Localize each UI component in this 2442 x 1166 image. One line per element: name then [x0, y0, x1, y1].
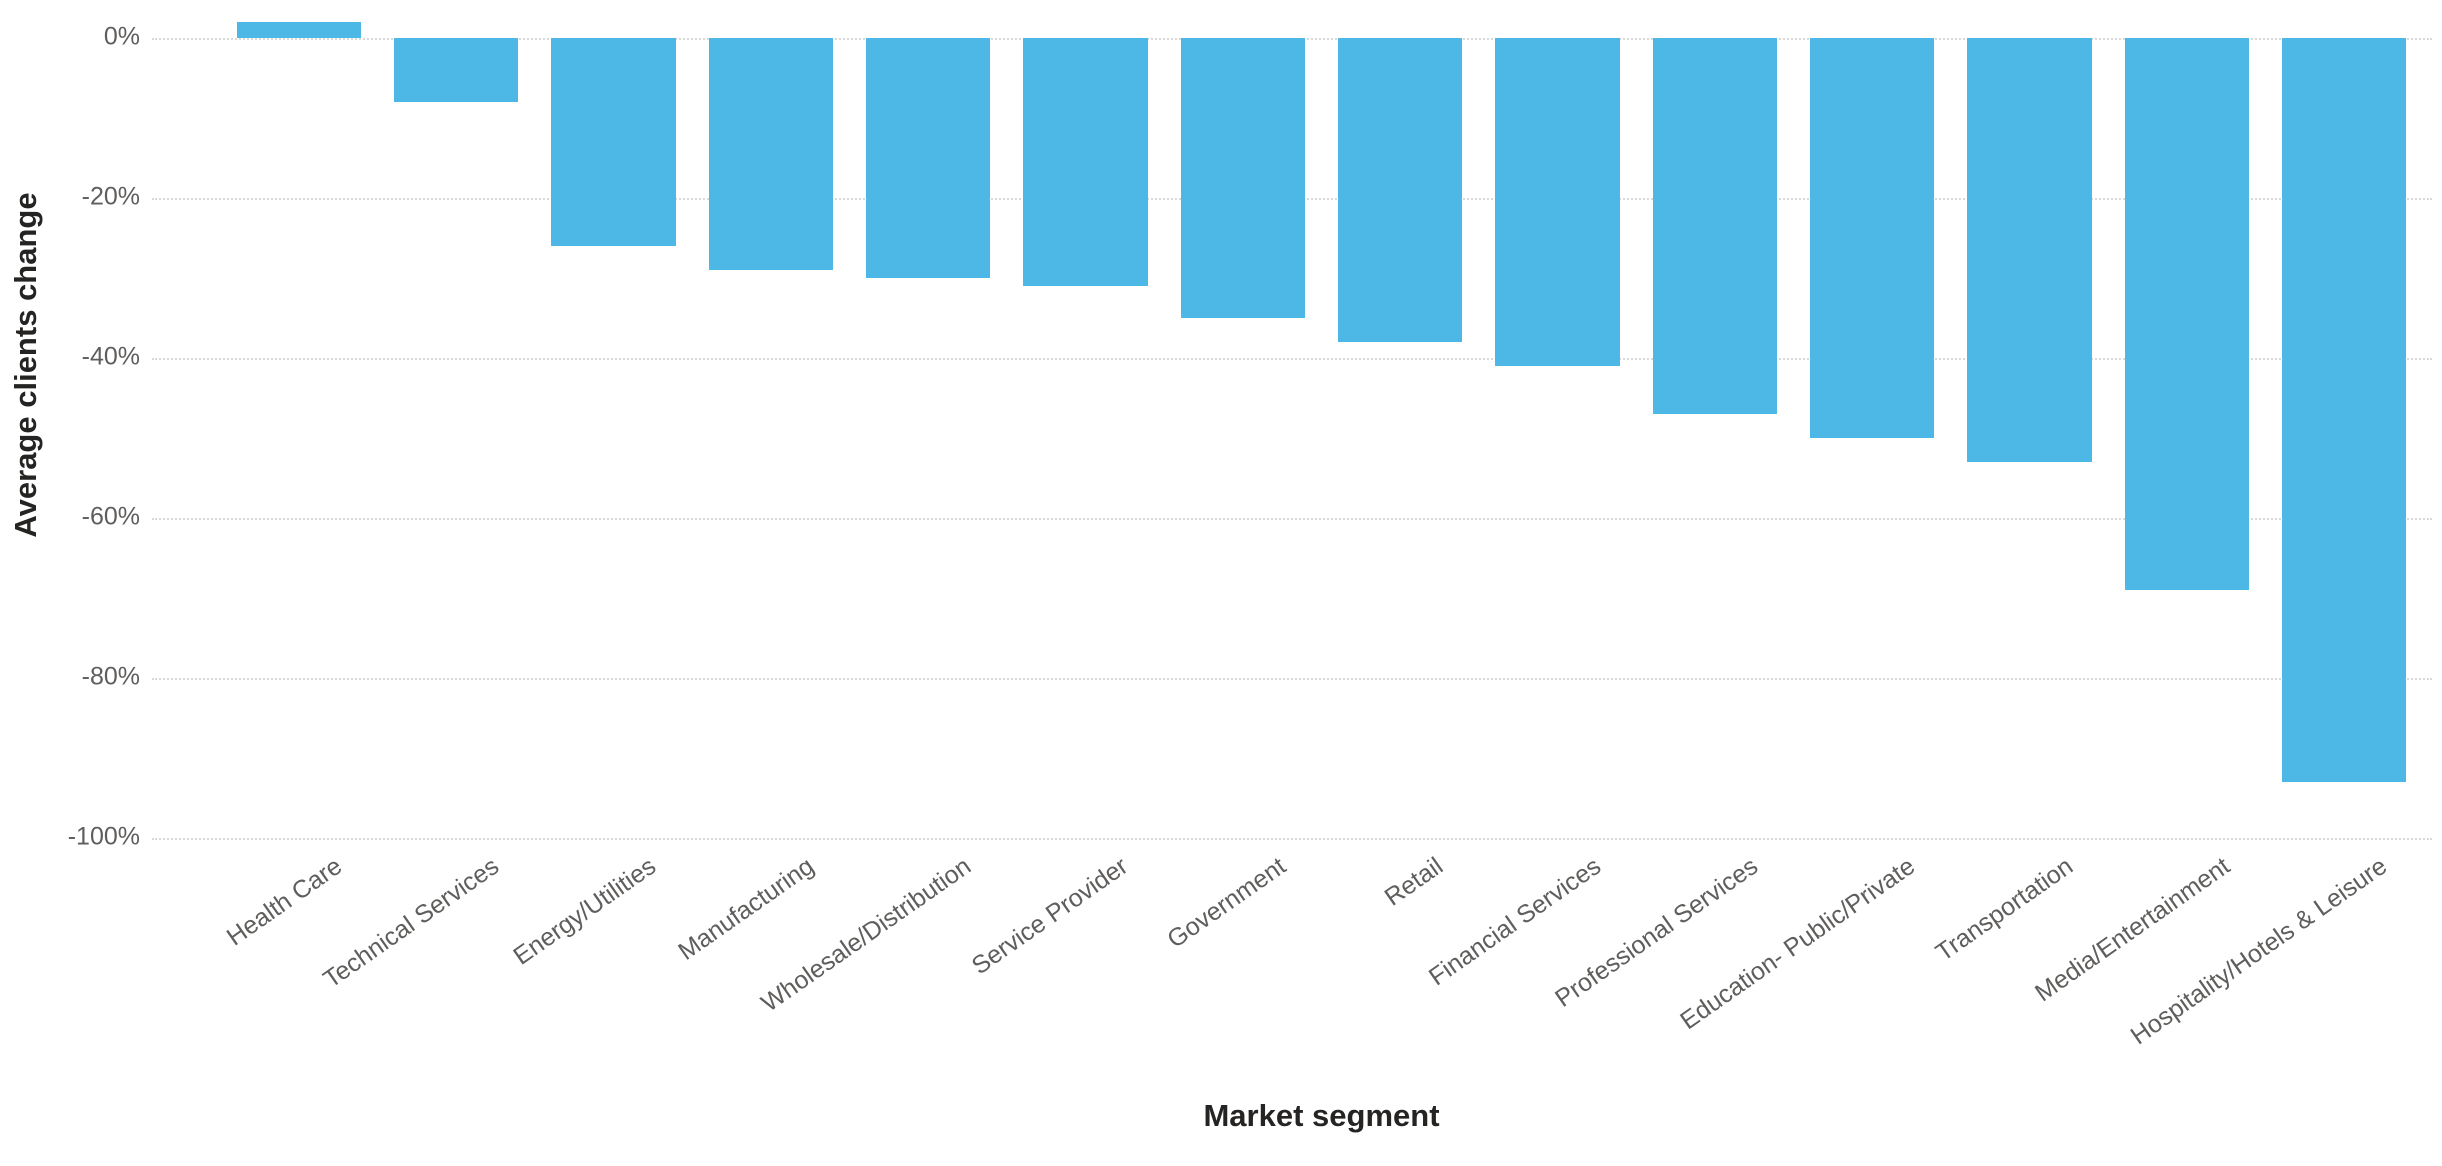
y-tick-label: 0% — [103, 22, 140, 51]
y-tick-label: -20% — [81, 182, 140, 211]
bar-government[interactable] — [1180, 38, 1305, 318]
y-axis-title: Average clients change — [8, 192, 43, 538]
bar-financial-services[interactable] — [1495, 38, 1620, 366]
plot-bars — [220, 6, 2423, 870]
y-tick-label: -80% — [81, 662, 140, 691]
bar-slot — [1007, 6, 1164, 870]
bar-transportation[interactable] — [1967, 38, 2092, 462]
bar-slot — [1636, 6, 1793, 870]
bar-slot — [692, 6, 849, 870]
bar-slot — [2108, 6, 2265, 870]
bar-slot — [1951, 6, 2108, 870]
bar-manufacturing[interactable] — [708, 38, 833, 270]
bar-retail[interactable] — [1338, 38, 1463, 342]
y-tick-label: -40% — [81, 342, 140, 371]
gridline — [152, 678, 2432, 680]
gridline — [152, 838, 2432, 840]
bar-health-care[interactable] — [236, 22, 361, 38]
bar-slot — [220, 6, 377, 870]
gridline — [152, 518, 2432, 520]
bar-slot — [1322, 6, 1479, 870]
bar-slot — [1479, 6, 1636, 870]
bar-energy-utilities[interactable] — [551, 38, 676, 246]
bar-technical-services[interactable] — [393, 38, 519, 102]
y-axis-tick-labels: 0% -20% -40% -60% -80% -100% — [40, 6, 140, 870]
bar-service-provider[interactable] — [1023, 38, 1148, 286]
x-axis-tick-labels: Health Care Technical Services Energy/Util… — [220, 852, 2423, 1092]
bar-slot — [1794, 6, 1951, 870]
bar-media-entertainment[interactable] — [2124, 38, 2250, 590]
x-axis-title: Market segment — [1203, 1098, 1440, 1133]
bar-slot — [2266, 6, 2423, 870]
bar-slot — [377, 6, 534, 870]
bar-hospitality-hotels-leisure[interactable] — [2282, 38, 2407, 782]
bar-slot — [535, 6, 692, 870]
gridline — [152, 358, 2432, 360]
bar-education-public-private[interactable] — [1810, 38, 1935, 438]
bar-professional-services[interactable] — [1652, 38, 1778, 414]
y-tick-label: -60% — [81, 502, 140, 531]
y-tick-label: -100% — [67, 822, 140, 851]
bar-slot — [1164, 6, 1321, 870]
bar-wholesale-distribution[interactable] — [865, 38, 991, 278]
bar-slot — [849, 6, 1006, 870]
